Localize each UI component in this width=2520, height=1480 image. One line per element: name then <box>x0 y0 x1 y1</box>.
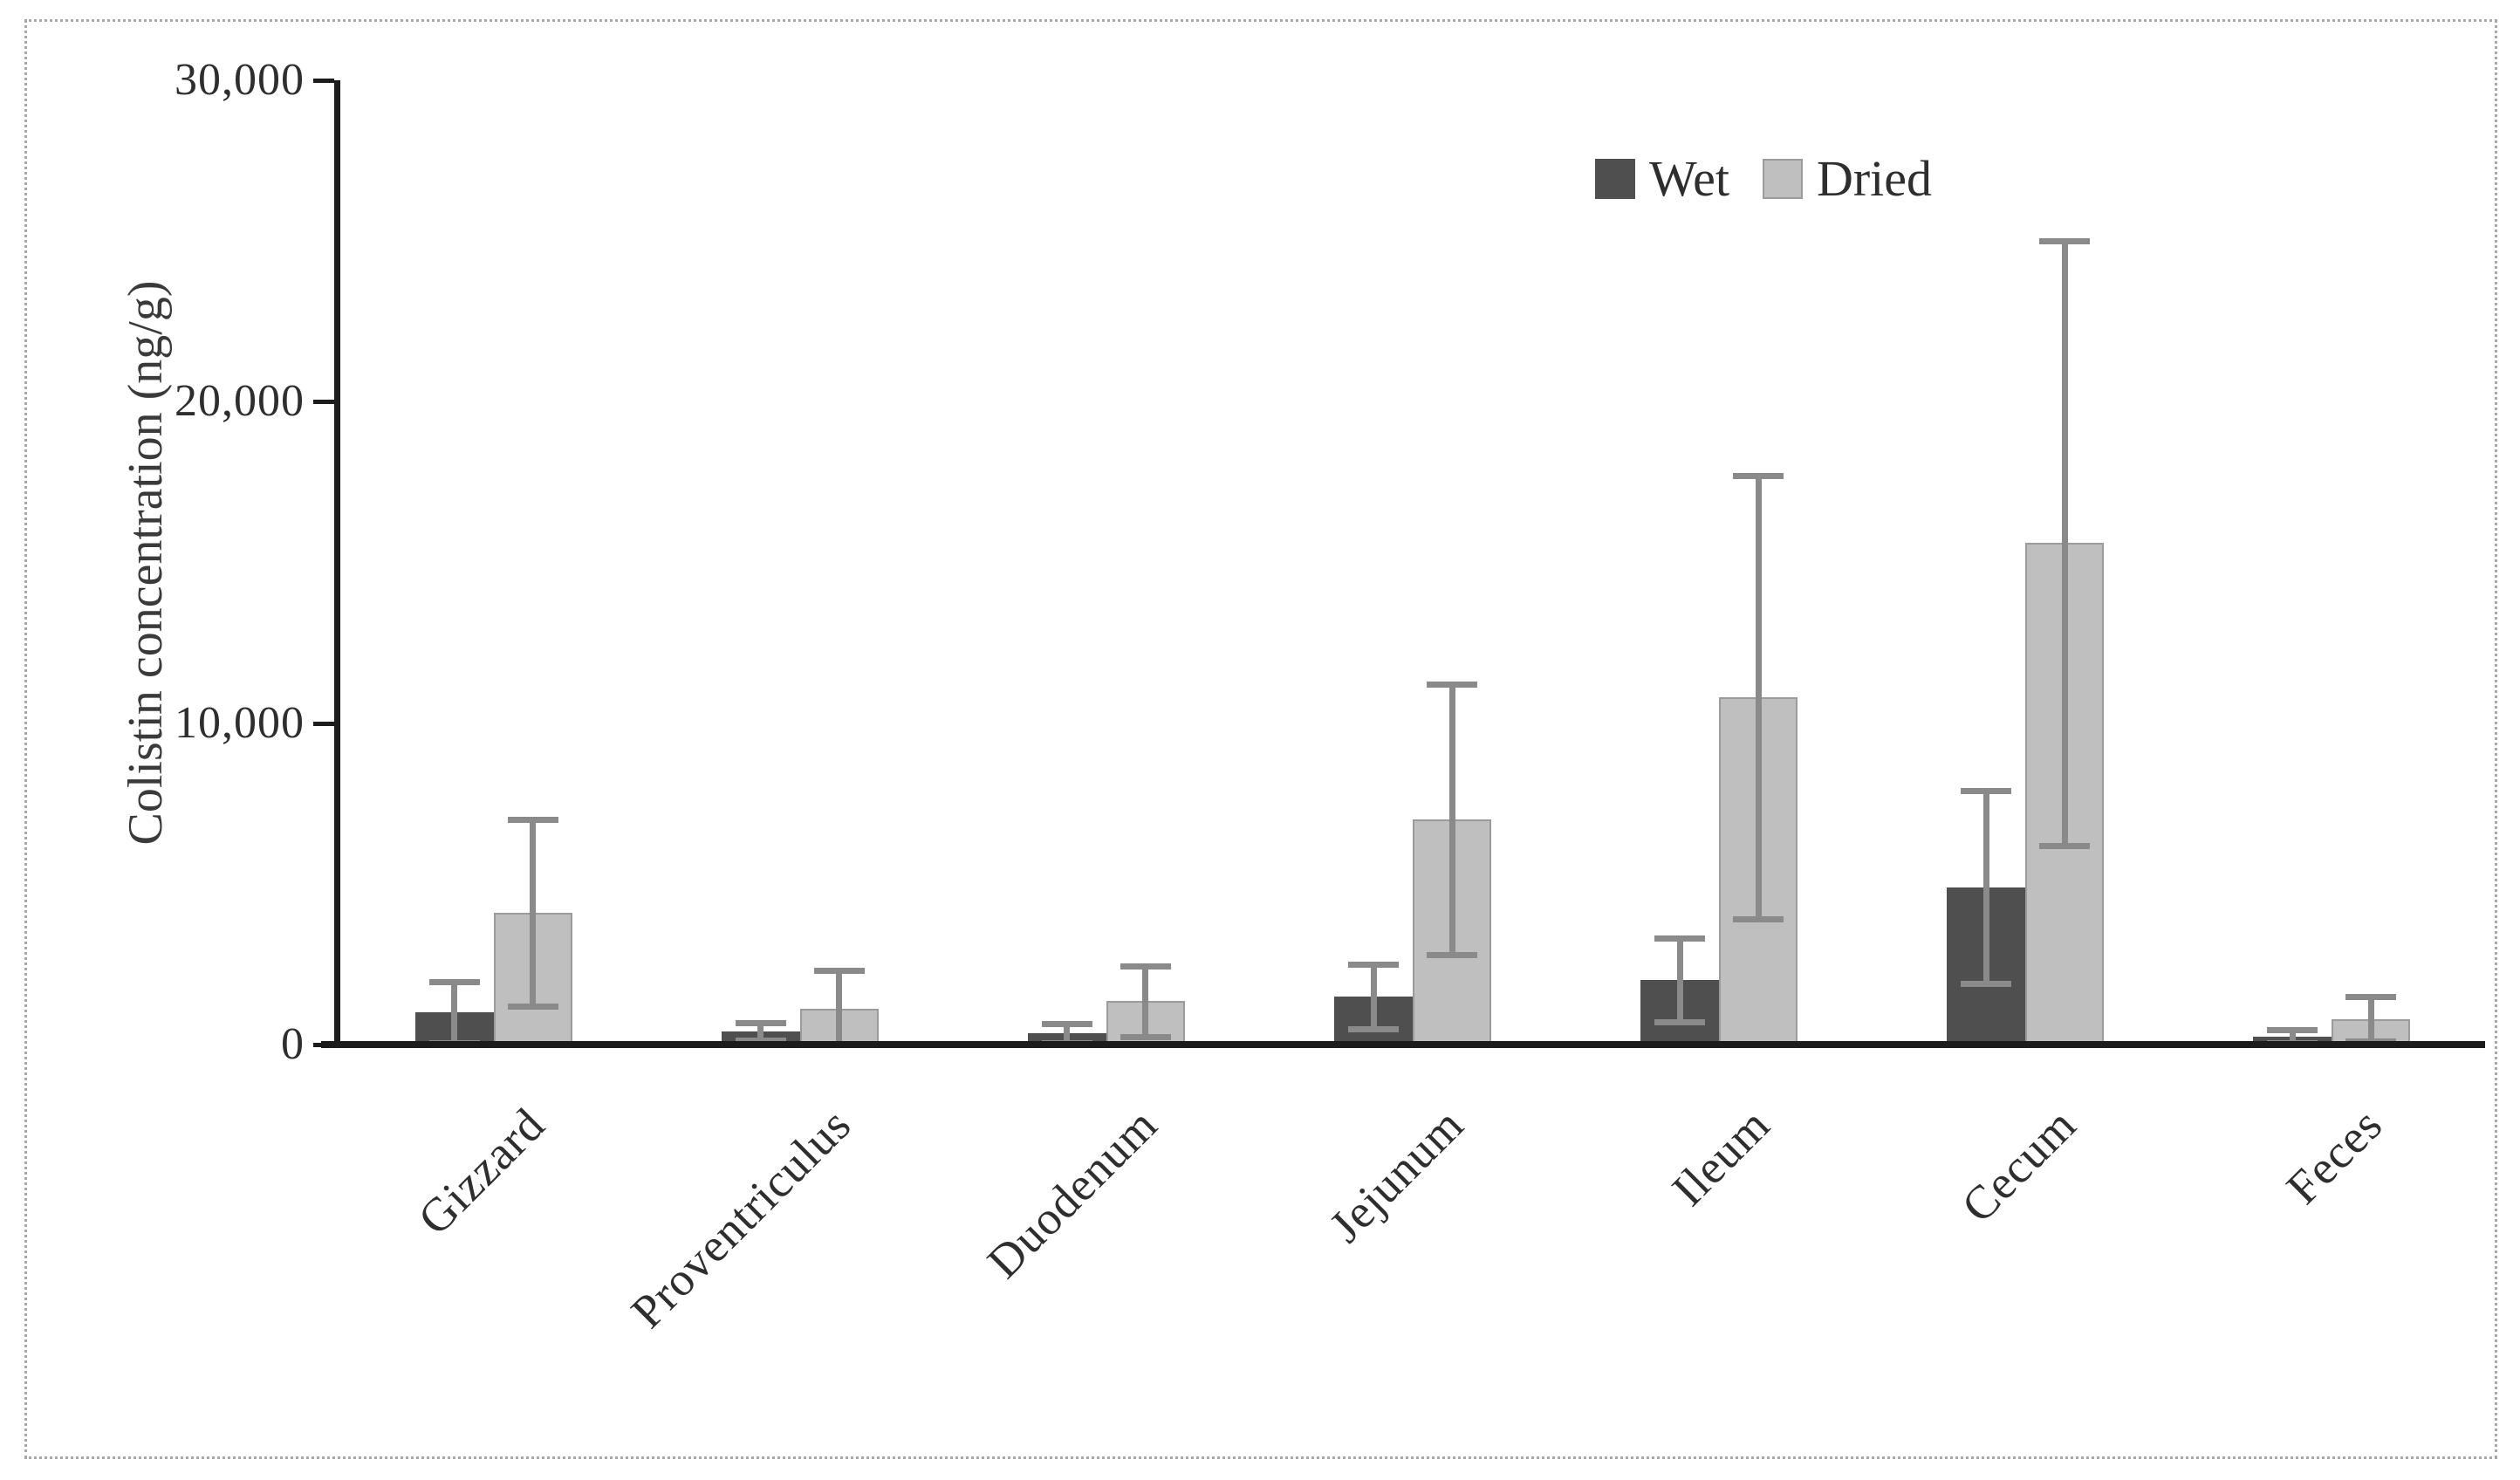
error-bar-stem <box>2061 241 2068 846</box>
legend-item-wet: Wet <box>1595 154 1729 204</box>
error-bar-cap-bottom <box>1961 981 2012 988</box>
error-bar-stem <box>451 982 458 1044</box>
legend-swatch-wet <box>1595 159 1635 199</box>
y-axis-line <box>334 80 340 1048</box>
error-bar-cap-top <box>428 979 480 986</box>
error-bar-cap-bottom <box>1348 1025 1399 1032</box>
error-bar-stem <box>2367 996 2374 1042</box>
error-bar-cap-top <box>1348 961 1399 968</box>
y-tick-mark <box>313 79 334 83</box>
y-tick-mark <box>313 1043 334 1047</box>
error-bar-cap-top <box>1961 788 2012 795</box>
y-tick-label: 30,000 <box>175 55 305 105</box>
error-bar-stem <box>757 1023 764 1041</box>
y-tick-label: 20,000 <box>175 376 305 427</box>
error-bar-cap-bottom <box>2039 842 2091 849</box>
error-bar-stem <box>1448 684 1455 955</box>
x-axis-line <box>321 1041 2485 1048</box>
legend-swatch-dried <box>1762 159 1803 199</box>
error-bar-cap-top <box>1654 935 1706 942</box>
legend-item-dried: Dried <box>1762 150 1933 207</box>
error-bar-cap-top <box>2039 238 2091 245</box>
figure-border <box>24 19 2497 1459</box>
error-bar-cap-top <box>1120 963 1171 970</box>
y-tick-mark <box>313 721 334 726</box>
error-bar-cap-top <box>1041 1021 1092 1028</box>
error-bar-cap-bottom <box>1733 916 1784 923</box>
legend-label: Dried <box>1816 150 1933 207</box>
error-bar-cap-top <box>735 1020 786 1027</box>
y-tick-mark <box>313 400 334 405</box>
y-tick-label: 10,000 <box>175 697 305 748</box>
error-bar-cap-bottom <box>1120 1033 1171 1040</box>
error-bar-cap-bottom <box>735 1038 786 1045</box>
y-axis-title: Colistin concentration (ng/g) <box>119 280 173 846</box>
error-bar-stem <box>1370 963 1377 1029</box>
error-bar-stem <box>2289 1030 2296 1044</box>
error-bar-stem <box>1982 791 1989 984</box>
error-bar-stem <box>1676 938 1683 1023</box>
legend-label: Wet <box>1649 150 1729 207</box>
error-bar-cap-top <box>1427 682 1477 689</box>
error-bar-stem <box>1064 1024 1071 1044</box>
error-bar-stem <box>1755 476 1762 920</box>
error-bar-cap-top <box>813 968 865 975</box>
error-bar-stem <box>530 819 537 1006</box>
error-bar-cap-top <box>1733 473 1784 480</box>
y-tick-label: 0 <box>281 1019 305 1069</box>
error-bar-stem <box>1142 965 1149 1037</box>
error-bar-cap-top <box>2345 993 2397 1000</box>
error-bar-cap-top <box>507 817 558 824</box>
error-bar-cap-top <box>2267 1027 2318 1034</box>
error-bar-cap-bottom <box>1654 1019 1706 1026</box>
legend: Wet Dried <box>1595 154 1932 204</box>
error-bar-stem <box>836 970 843 1045</box>
error-bar-cap-bottom <box>507 1003 558 1010</box>
error-bar-cap-bottom <box>1427 951 1477 958</box>
